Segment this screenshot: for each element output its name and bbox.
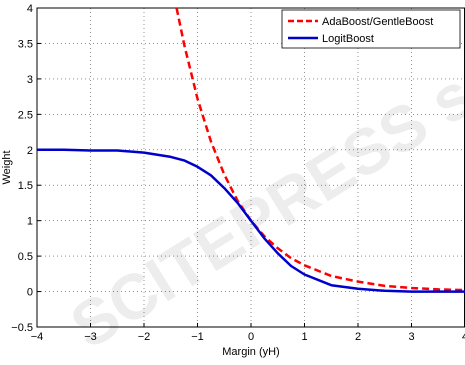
x-tick-label: −4 [31,331,44,343]
y-tick-label: 0 [27,287,33,299]
y-tick-label: 2 [27,145,33,157]
legend: AdaBoost/GentleBoost LogitBoost [281,9,461,49]
y-tick-label: 1.5 [18,180,33,192]
x-tick-label: −2 [138,331,151,343]
x-tick-label: −3 [84,331,97,343]
y-tick-label: 3 [27,74,33,86]
series-lines [37,7,465,293]
y-axis-label: Weight [1,150,13,184]
x-tick-label: 0 [248,331,254,343]
series-line-logitboost [37,148,465,293]
x-tick-label: 4 [462,331,465,343]
y-tick-label: 4 [27,3,33,15]
axis-ticks: −4 −3 −2 −1 0 1 2 3 4 −0.5 0 0.5 1 1.5 2 2.5 3 3.5 4 [11,3,465,343]
legend-label: LogitBoost [322,33,374,45]
legend-label: AdaBoost/GentleBoost [322,16,433,28]
y-tick-label: 0.5 [18,251,33,263]
x-tick-label: 2 [355,331,361,343]
legend-box [281,9,461,49]
x-tick-label: 1 [301,331,307,343]
series-line-adaboost [175,7,465,292]
y-tick-label: 3.5 [18,38,33,50]
y-tick-label: −0.5 [11,322,33,334]
y-tick-label: 2.5 [18,109,33,121]
x-axis-label: Margin (yH) [222,346,279,358]
y-tick-label: 1 [27,216,33,228]
x-tick-label: 3 [408,331,414,343]
x-tick-label: −1 [191,331,204,343]
